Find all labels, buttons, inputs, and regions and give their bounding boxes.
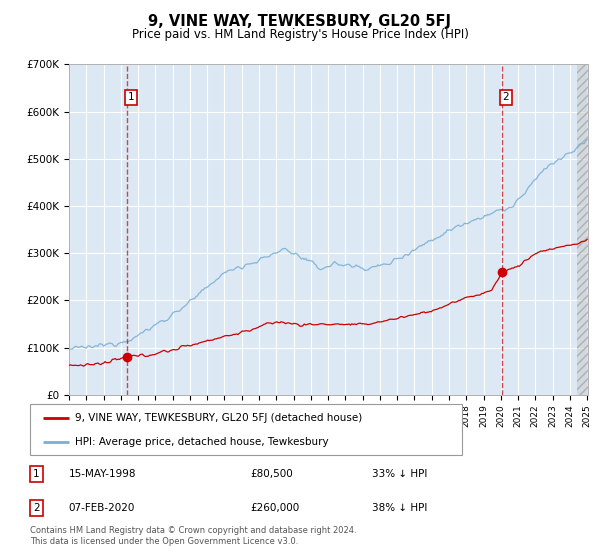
FancyBboxPatch shape — [30, 404, 462, 455]
Text: HPI: Average price, detached house, Tewkesbury: HPI: Average price, detached house, Tewk… — [76, 437, 329, 447]
Text: 2: 2 — [34, 503, 40, 513]
Text: 9, VINE WAY, TEWKESBURY, GL20 5FJ: 9, VINE WAY, TEWKESBURY, GL20 5FJ — [149, 14, 452, 29]
Bar — [577, 64, 588, 395]
Text: 15-MAY-1998: 15-MAY-1998 — [68, 469, 136, 479]
Text: 07-FEB-2020: 07-FEB-2020 — [68, 503, 135, 513]
Text: 38% ↓ HPI: 38% ↓ HPI — [372, 503, 428, 513]
Text: £80,500: £80,500 — [251, 469, 293, 479]
Text: 1: 1 — [127, 92, 134, 102]
Text: 1: 1 — [34, 469, 40, 479]
Text: Contains HM Land Registry data © Crown copyright and database right 2024.
This d: Contains HM Land Registry data © Crown c… — [30, 526, 356, 546]
Text: £260,000: £260,000 — [251, 503, 300, 513]
Text: Price paid vs. HM Land Registry's House Price Index (HPI): Price paid vs. HM Land Registry's House … — [131, 28, 469, 41]
Text: 2: 2 — [502, 92, 509, 102]
Text: 9, VINE WAY, TEWKESBURY, GL20 5FJ (detached house): 9, VINE WAY, TEWKESBURY, GL20 5FJ (detac… — [76, 413, 362, 423]
Text: 33% ↓ HPI: 33% ↓ HPI — [372, 469, 428, 479]
Bar — [577, 64, 588, 395]
